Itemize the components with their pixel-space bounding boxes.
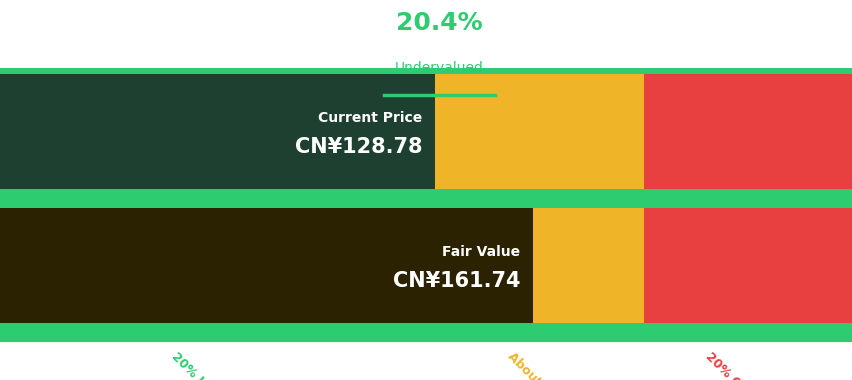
Text: 20.4%: 20.4% [395,11,482,35]
Text: Undervalued: Undervalued [394,61,483,75]
Bar [0,323,852,342]
Text: Current Price: Current Price [318,111,422,125]
Text: 20% Overvalued: 20% Overvalued [703,350,792,380]
Bar [0,68,435,342]
Text: Fair Value: Fair Value [441,245,520,259]
Bar [0,68,852,74]
Text: About Right: About Right [505,350,573,380]
Bar [0,74,435,189]
Text: CN¥128.78: CN¥128.78 [295,136,422,157]
Bar [435,68,643,342]
Bar [0,189,852,208]
Text: CN¥161.74: CN¥161.74 [393,271,520,291]
Text: 20% Undervalued: 20% Undervalued [169,350,266,380]
Bar [0,208,532,323]
Bar [643,68,852,342]
